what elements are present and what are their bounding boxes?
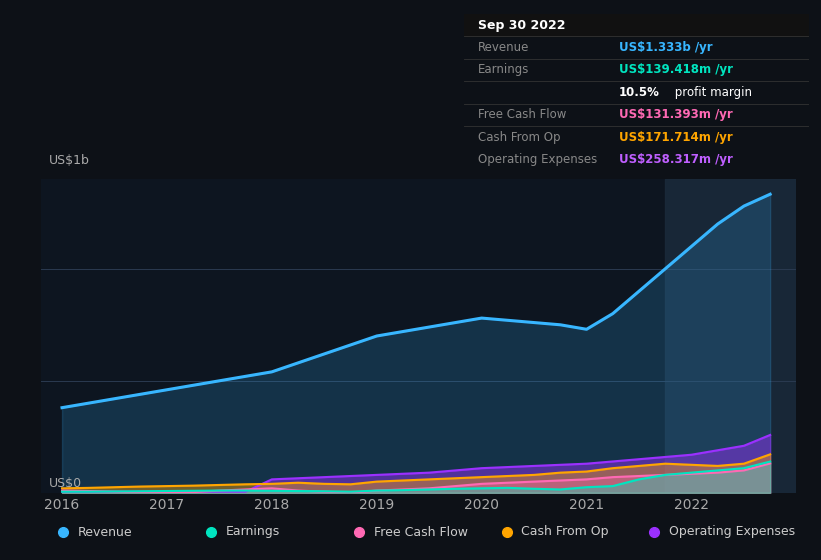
Text: US$258.317m /yr: US$258.317m /yr [619,153,733,166]
Text: Revenue: Revenue [478,41,529,54]
Text: US$171.714m /yr: US$171.714m /yr [619,130,733,144]
Text: Earnings: Earnings [478,63,529,77]
Text: Sep 30 2022: Sep 30 2022 [478,18,565,32]
Bar [464,14,809,36]
Bar [665,179,796,493]
Text: US$1.333b /yr: US$1.333b /yr [619,41,713,54]
Text: US$1b: US$1b [48,153,89,167]
Text: Earnings: Earnings [226,525,280,539]
Text: Cash From Op: Cash From Op [478,130,560,144]
Text: Operating Expenses: Operating Expenses [478,153,597,166]
Text: 10.5%: 10.5% [619,86,660,99]
Text: US$131.393m /yr: US$131.393m /yr [619,108,733,122]
Text: Free Cash Flow: Free Cash Flow [374,525,467,539]
Text: Free Cash Flow: Free Cash Flow [478,108,566,122]
Text: Operating Expenses: Operating Expenses [669,525,796,539]
Text: US$0: US$0 [48,477,82,489]
Text: Revenue: Revenue [78,525,133,539]
Text: US$139.418m /yr: US$139.418m /yr [619,63,733,77]
Text: profit margin: profit margin [671,86,752,99]
Text: Cash From Op: Cash From Op [521,525,609,539]
